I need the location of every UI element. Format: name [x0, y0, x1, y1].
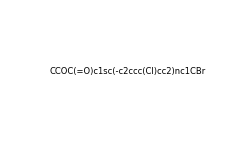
Text: CCOC(=O)c1sc(-c2ccc(Cl)cc2)nc1CBr: CCOC(=O)c1sc(-c2ccc(Cl)cc2)nc1CBr [50, 67, 206, 76]
